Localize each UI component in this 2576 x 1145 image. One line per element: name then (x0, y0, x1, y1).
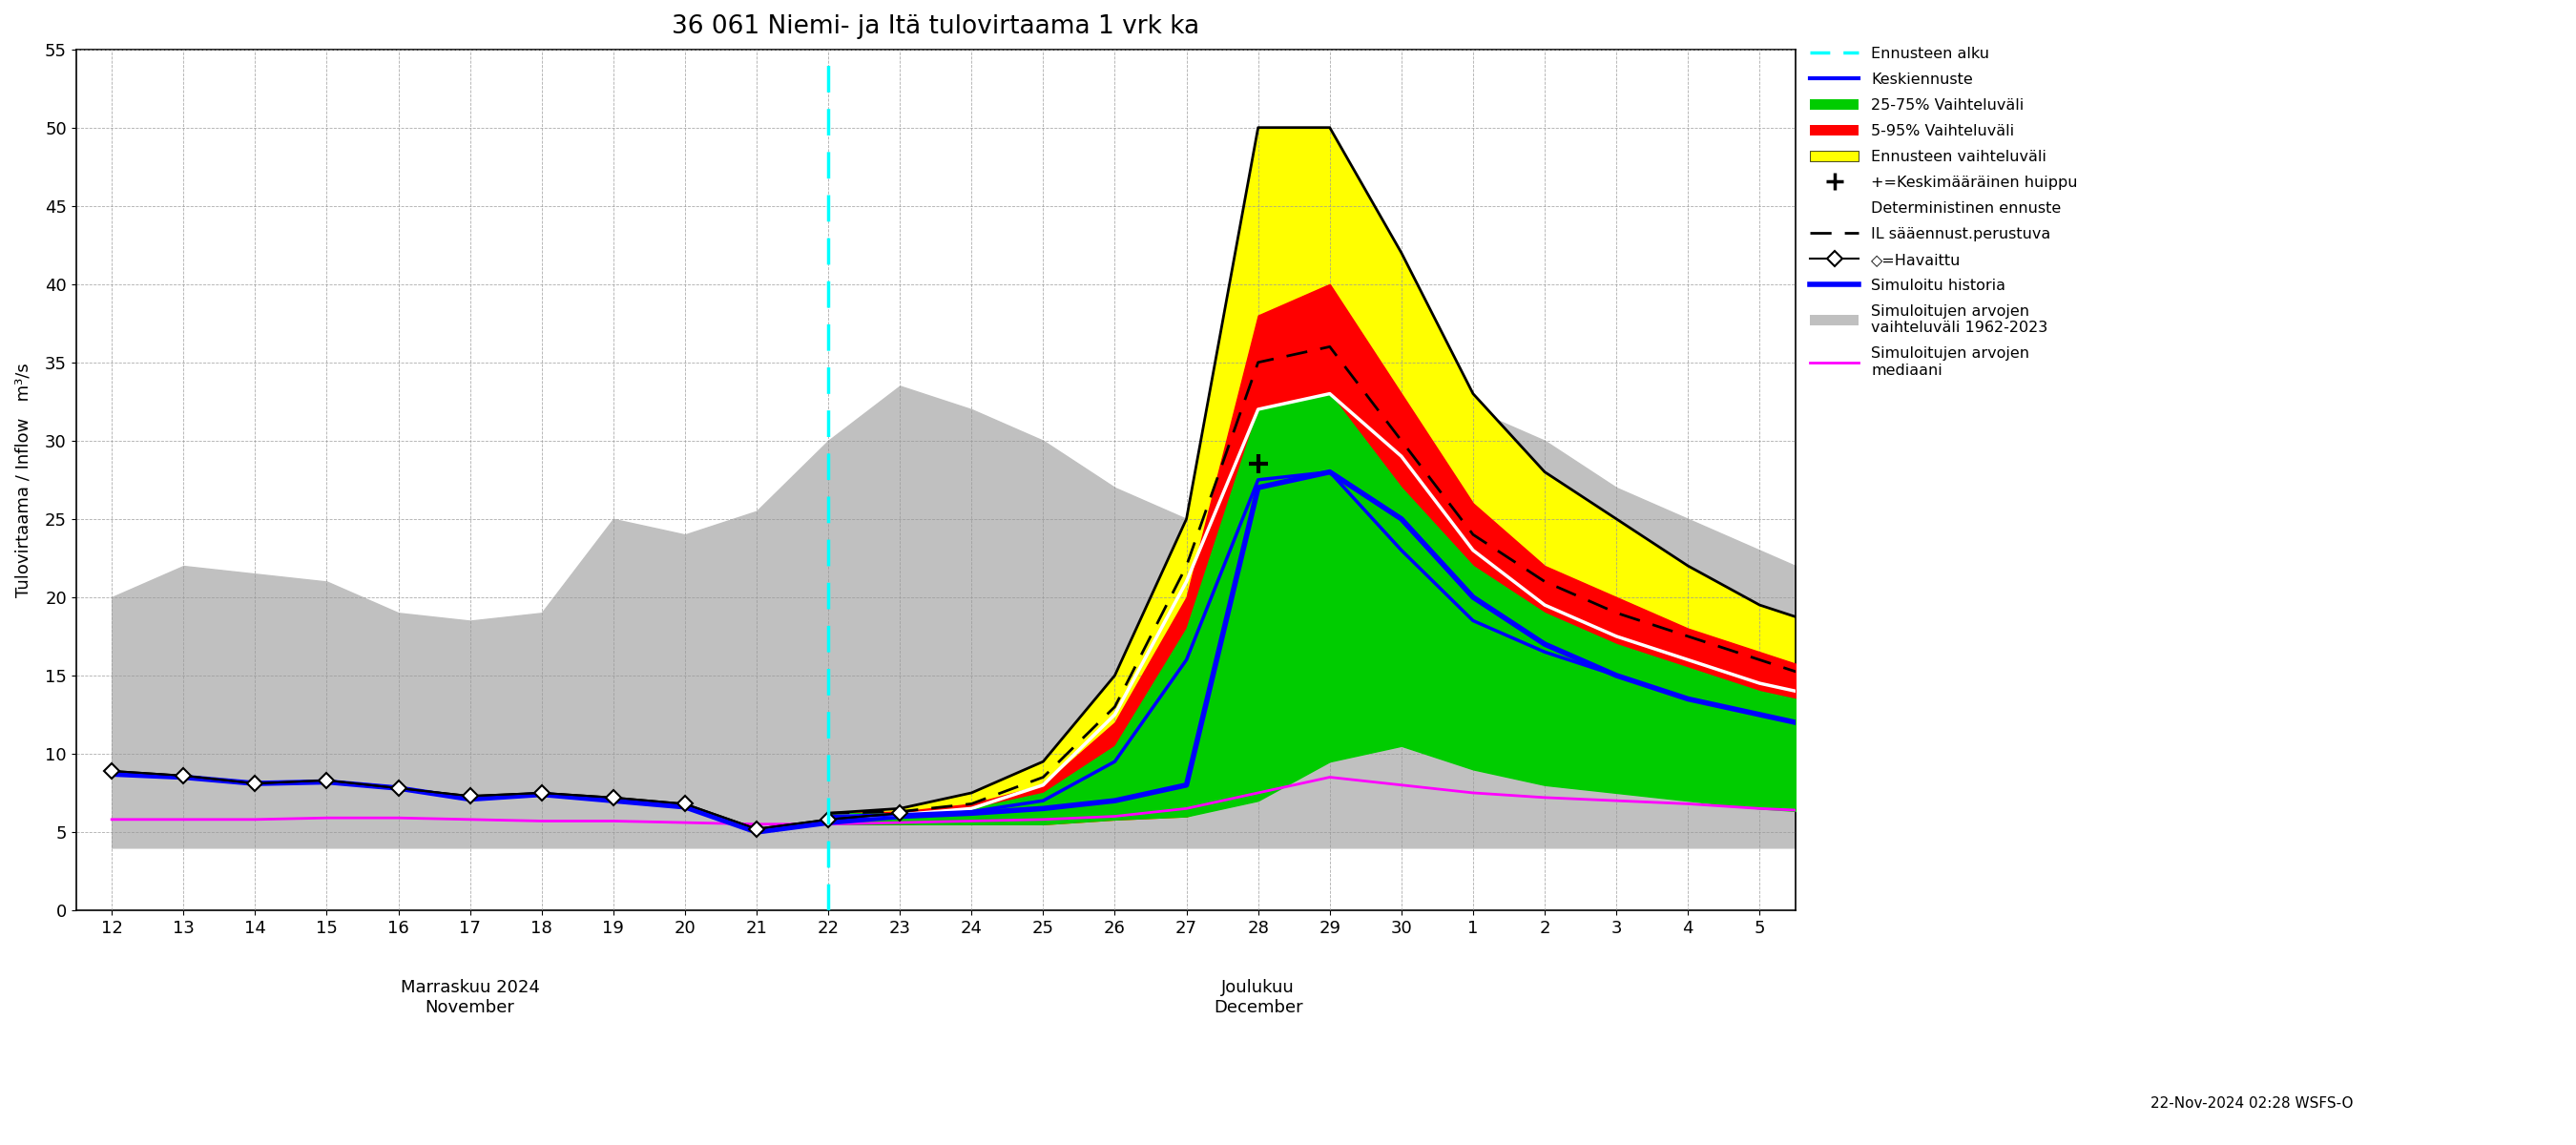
Text: Marraskuu 2024
November: Marraskuu 2024 November (399, 979, 538, 1017)
Y-axis label: Tulovirtaama / Inflow   m³/s: Tulovirtaama / Inflow m³/s (15, 363, 31, 597)
Text: 22-Nov-2024 02:28 WSFS-O: 22-Nov-2024 02:28 WSFS-O (2151, 1097, 2354, 1111)
Legend: Ennusteen alku, Keskiennuste, 25-75% Vaihteluväli, 5-95% Vaihteluväli, Ennusteen: Ennusteen alku, Keskiennuste, 25-75% Vai… (1803, 41, 2084, 384)
Title: 36 061 Niemi- ja Itä tulovirtaama 1 vrk ka: 36 061 Niemi- ja Itä tulovirtaama 1 vrk … (672, 14, 1200, 39)
Text: Joulukuu
December: Joulukuu December (1213, 979, 1303, 1017)
